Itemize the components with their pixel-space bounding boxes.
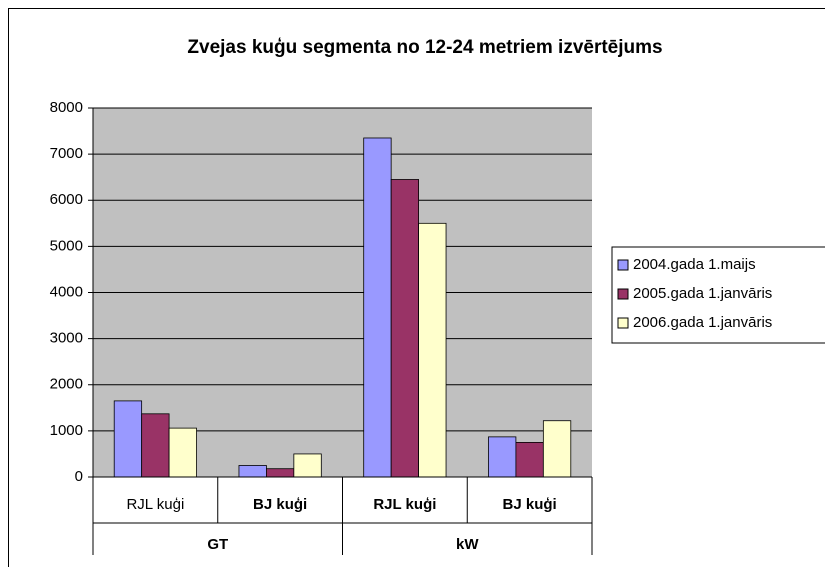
bar [113,400,143,478]
y-tick-label: 7000 [50,145,83,162]
x-group-label: kW [456,536,479,553]
y-tick-label: 2000 [50,376,83,393]
bar [515,442,544,478]
bar [390,179,419,478]
bar [488,436,517,478]
y-tick-label: 5000 [50,237,83,254]
legend-swatch [617,259,629,271]
x-group-label: GT [207,536,228,553]
legend-swatch [617,288,629,300]
bar [266,468,295,478]
bar [418,222,447,478]
y-tick-label: 6000 [50,191,83,208]
bar [542,420,572,478]
legend-label: 2005.gada 1.janvāris [633,285,772,302]
legend-swatch [617,317,629,329]
y-tick-label: 1000 [50,422,83,439]
x-tick-label: BJ kuģi [503,496,557,513]
bar [363,137,392,478]
y-tick-label: 0 [75,468,83,485]
legend-label: 2006.gada 1.janvāris [633,314,772,331]
x-tick-label: RJL kuģi [373,496,436,513]
bar [293,453,322,478]
chart-title: Zvejas kuģu segmenta no 12-24 metriem iz… [187,37,662,58]
bar [238,465,267,478]
y-tick-label: 8000 [50,99,83,116]
bar [168,427,197,478]
x-tick-label: RJL kuģi [126,496,184,513]
legend-label: 2004.gada 1.maijs [633,256,756,273]
x-tick-label: BJ kuģi [253,496,307,513]
y-tick-label: 4000 [50,283,83,300]
y-tick-label: 3000 [50,330,83,347]
bar [141,413,170,478]
legend-box [611,246,825,344]
